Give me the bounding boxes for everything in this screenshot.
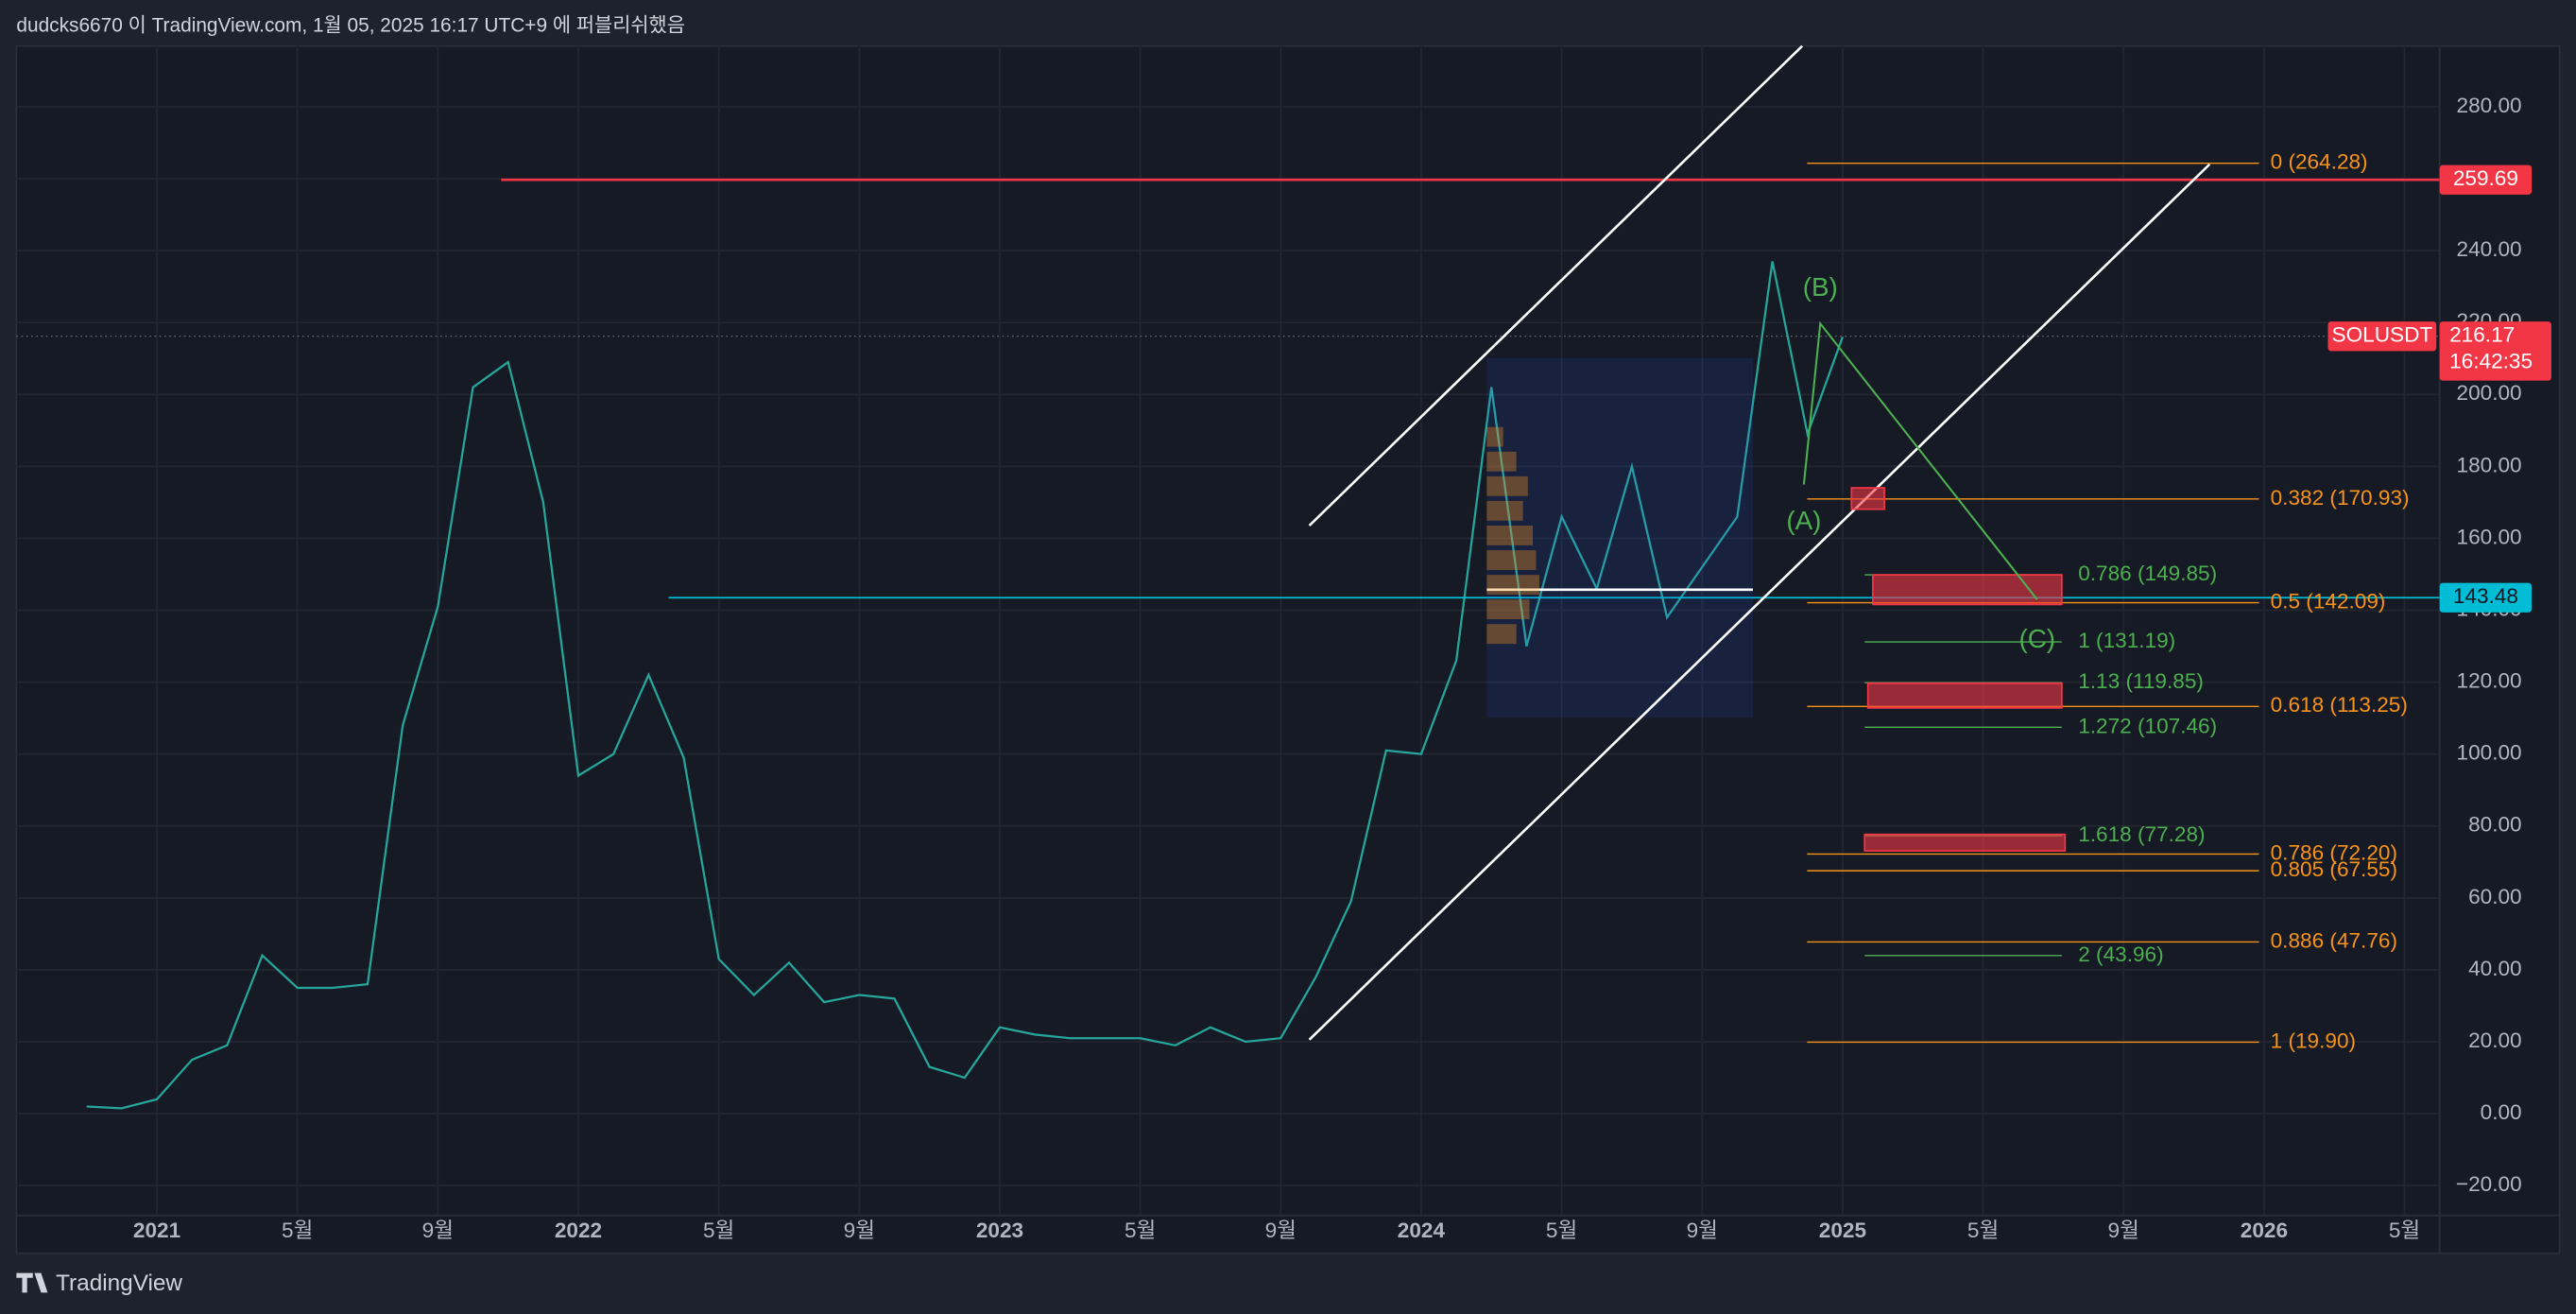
x-tick-label: 5월	[2389, 1219, 2420, 1242]
logo	[16, 1272, 48, 1293]
plot	[16, 45, 2560, 1253]
fib-label: 1 (131.19)	[2078, 629, 2175, 652]
fib-label: 0.382 (170.93)	[2271, 486, 2410, 510]
overlay: −20.00 0.00 20.00 40.00 60.00 80.00 100.00 120.…	[133, 94, 2551, 1242]
y-tick-label: 240.00	[2457, 237, 2522, 261]
channel-upper	[1308, 44, 1804, 527]
x-tick-label: 2024	[1398, 1219, 1446, 1242]
wave-label: (B)	[1803, 272, 1838, 302]
price-tag-text: 143.48	[2453, 584, 2518, 608]
zones	[1850, 487, 2067, 852]
fib-label: 0.618 (113.25)	[2271, 693, 2408, 717]
price-line	[86, 261, 1844, 1110]
x-tick-label: 5월	[1546, 1219, 1577, 1242]
fib-label: 0.805 (67.55)	[2271, 857, 2397, 881]
x-tick-label: 9월	[422, 1219, 454, 1242]
y-tick-label: 100.00	[2457, 741, 2522, 765]
fib-label: 1.13 (119.85)	[2078, 669, 2204, 693]
volume-profile	[1486, 426, 1539, 645]
fib-label: 0 (264.28)	[2271, 150, 2368, 174]
x-tick-label: 9월	[1687, 1219, 1718, 1242]
x-tick-label: 9월	[844, 1219, 875, 1242]
price-tag-text: 259.69	[2453, 166, 2518, 190]
fib-label: 0.886 (47.76)	[2271, 928, 2397, 952]
range-box	[1486, 357, 1754, 718]
x-tick-label: 5월	[1125, 1219, 1156, 1242]
price-tag	[2439, 164, 2533, 195]
fib-label: 1.272 (107.46)	[2078, 714, 2217, 737]
x-tick-label: 5월	[282, 1219, 313, 1242]
price-tag-text: 216.17	[2449, 323, 2515, 347]
y-tick-label: 180.00	[2457, 453, 2522, 476]
fib-label: 1 (19.90)	[2271, 1029, 2356, 1052]
x-tick-label: 9월	[1265, 1219, 1297, 1242]
x-tick-label: 9월	[2108, 1219, 2139, 1242]
chart-pane	[15, 44, 2561, 1254]
fib-label: 2 (43.96)	[2078, 942, 2163, 966]
x-tick-label: 2026	[2241, 1219, 2288, 1242]
x-tick-label: 2021	[133, 1219, 180, 1242]
symbol-tag	[2327, 321, 2437, 352]
wave-path	[1802, 320, 2038, 600]
symbol-tag-text: SOLUSDT	[2332, 323, 2433, 347]
y-tick-label: 40.00	[2468, 957, 2522, 980]
price-tag	[2439, 321, 2551, 381]
y-tick-label: 200.00	[2457, 381, 2522, 405]
fib-label: 0.786 (72.20)	[2271, 840, 2397, 864]
y-tick-label: 0.00	[2481, 1100, 2522, 1124]
y-tick-label: 20.00	[2468, 1029, 2522, 1052]
y-tick-label: −20.00	[2456, 1172, 2522, 1196]
y-tick-label: 120.00	[2457, 669, 2522, 693]
channel-lower	[1308, 163, 2211, 1041]
wave-label: (A)	[1786, 506, 1821, 535]
countdown-text: 16:42:35	[2449, 350, 2533, 373]
y-tick-label: 60.00	[2468, 885, 2522, 908]
x-tick-label: 2023	[976, 1219, 1023, 1242]
x-tick-label: 5월	[703, 1219, 734, 1242]
fib-label: 1.618 (77.28)	[2078, 822, 2205, 846]
x-tick-label: 2022	[555, 1219, 602, 1242]
price-tag	[2439, 582, 2533, 613]
fib-label: 0.786 (149.85)	[2078, 562, 2217, 585]
brand: TradingView	[56, 1271, 182, 1296]
y-tick-label: 160.00	[2457, 525, 2522, 548]
wave-label: (C)	[2018, 624, 2055, 653]
x-tick-label: 5월	[1967, 1219, 1999, 1242]
y-tick-label: 280.00	[2457, 94, 2522, 117]
y-tick-label: 80.00	[2468, 813, 2522, 837]
x-tick-label: 2025	[1819, 1219, 1866, 1242]
fib-label: 0.5 (142.09)	[2271, 590, 2386, 614]
publish-info: dudcks6670 이 TradingView.com, 1월 05, 202…	[16, 14, 685, 36]
